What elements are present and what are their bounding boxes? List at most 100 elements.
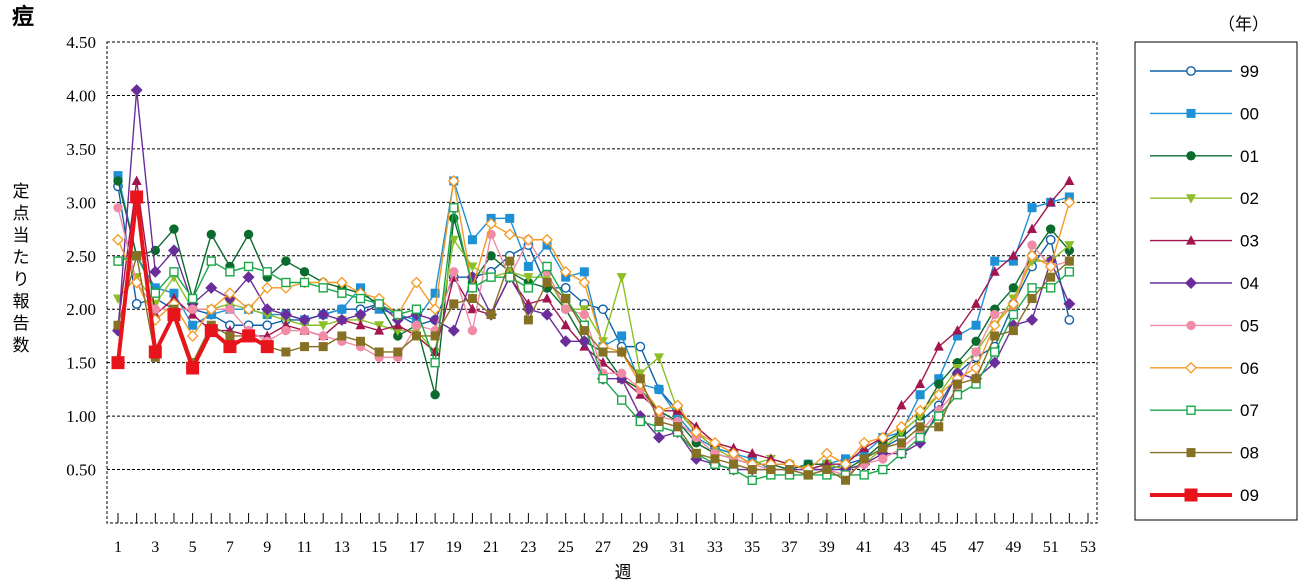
data-point <box>635 416 646 427</box>
data-point <box>578 276 591 289</box>
chart-title: 痘 <box>12 4 34 30</box>
data-point <box>188 320 198 330</box>
data-point <box>522 233 535 246</box>
data-point <box>617 347 627 357</box>
legend-label: 99 <box>1240 62 1259 81</box>
data-point <box>1064 267 1075 277</box>
data-point <box>393 347 403 357</box>
data-point <box>355 319 366 330</box>
series-layer <box>111 84 1076 485</box>
data-point <box>971 347 981 357</box>
data-point <box>1185 361 1197 374</box>
data-point <box>503 228 516 241</box>
data-point <box>281 277 291 288</box>
series-line <box>117 180 1070 471</box>
data-point <box>990 347 1000 357</box>
x-tick-label: 25 <box>558 539 574 556</box>
x-tick-label: 31 <box>670 539 686 556</box>
y-axis-label-char: 告 <box>13 314 30 334</box>
data-point <box>952 379 962 389</box>
legend-item-04: 04 <box>1150 274 1259 293</box>
data-point <box>187 293 198 304</box>
data-point <box>990 309 1000 320</box>
data-point <box>523 315 533 325</box>
data-point <box>1045 234 1056 245</box>
x-tick-label: 43 <box>893 539 909 556</box>
legend-label: 01 <box>1240 147 1259 166</box>
data-point <box>1045 224 1056 234</box>
y-tick-label: 4.50 <box>66 33 96 52</box>
data-point <box>243 261 254 272</box>
data-point <box>486 310 496 320</box>
series-08 <box>113 251 1074 485</box>
data-point <box>318 342 328 352</box>
legend-label: 08 <box>1240 444 1259 463</box>
data-point <box>747 475 757 485</box>
data-point <box>523 273 534 283</box>
legend-item-05: 05 <box>1150 316 1259 335</box>
data-point <box>205 303 218 316</box>
data-point <box>896 428 907 438</box>
data-point <box>262 310 273 321</box>
x-axis: 1 3 5 7 9 11 13 15 17 19 21 23 25 27 29 31 33 35 37 39 41 43 4… <box>114 513 1096 556</box>
data-point <box>1007 297 1020 310</box>
data-point <box>671 399 684 412</box>
legend-item-02: 02 <box>1150 189 1259 208</box>
x-tick-label: 41 <box>856 539 872 556</box>
legend-item-09: 09 <box>1150 486 1259 505</box>
data-point <box>841 475 850 485</box>
data-point <box>186 330 199 342</box>
x-tick-label: 37 <box>782 539 798 556</box>
data-point <box>243 229 254 240</box>
legend-box <box>1134 41 1298 521</box>
series-line <box>117 175 1070 471</box>
data-point <box>541 308 554 321</box>
data-point <box>262 267 272 277</box>
data-point <box>467 294 477 304</box>
data-point <box>187 304 198 314</box>
series-line <box>117 89 1070 471</box>
data-point <box>1008 250 1019 260</box>
y-axis-label-char: た <box>13 248 30 268</box>
data-point <box>111 356 125 370</box>
data-point <box>1044 260 1057 273</box>
data-point <box>318 283 328 293</box>
data-point <box>448 235 459 246</box>
data-point <box>318 331 328 341</box>
data-point <box>299 325 310 336</box>
data-point <box>299 277 310 288</box>
data-point <box>374 325 385 335</box>
data-point <box>317 308 330 321</box>
data-point <box>617 331 627 341</box>
data-point <box>915 422 925 432</box>
data-point <box>1063 196 1076 209</box>
series-07 <box>113 202 1075 485</box>
data-point <box>242 303 255 316</box>
series-99 <box>113 181 1075 475</box>
data-point <box>1186 108 1196 118</box>
data-point <box>820 447 833 460</box>
data-point <box>1186 448 1196 458</box>
data-point <box>354 308 367 321</box>
data-point <box>505 256 515 266</box>
x-tick-label: 49 <box>1005 539 1021 556</box>
data-point <box>260 340 274 354</box>
data-point <box>598 374 608 384</box>
data-point <box>653 404 665 417</box>
data-point <box>895 420 908 433</box>
legend-label: 06 <box>1240 359 1259 378</box>
data-point <box>709 436 721 449</box>
data-point <box>505 272 515 282</box>
data-point <box>337 331 347 341</box>
data-point <box>261 303 274 316</box>
data-point <box>1008 326 1018 336</box>
data-point <box>616 368 627 379</box>
x-tick-label: 53 <box>1080 539 1096 556</box>
data-point <box>148 345 162 359</box>
data-point <box>281 347 291 357</box>
data-point <box>206 256 216 266</box>
data-point <box>298 313 311 326</box>
plot-area <box>106 41 1098 524</box>
data-point <box>261 281 274 294</box>
